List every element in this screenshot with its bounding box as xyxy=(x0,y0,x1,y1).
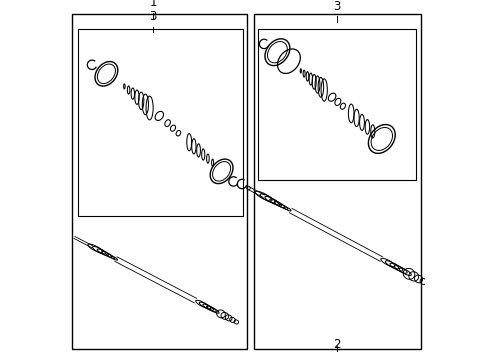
Text: 2: 2 xyxy=(333,338,341,351)
Bar xyxy=(258,29,416,180)
Bar xyxy=(254,14,421,349)
Bar xyxy=(77,29,243,216)
Text: 3: 3 xyxy=(333,0,341,13)
Text: 1: 1 xyxy=(149,0,157,9)
Bar xyxy=(72,14,247,349)
Text: 3: 3 xyxy=(149,10,157,23)
